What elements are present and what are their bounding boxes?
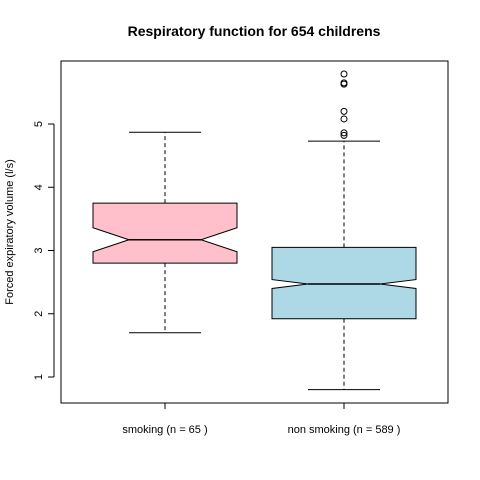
y-tick-label: 1 <box>33 374 45 380</box>
category-label: smoking (n = 65 ) <box>122 424 207 436</box>
outlier-point <box>340 107 348 115</box>
box-group <box>92 131 238 334</box>
outlier-point <box>340 131 348 139</box>
box-group <box>271 70 417 391</box>
outlier-point <box>340 115 348 123</box>
y-axis-label: Forced expiratory volume (l/s) <box>4 159 16 305</box>
y-tick-label: 4 <box>33 184 45 190</box>
category-label: non smoking (n = 589 ) <box>288 424 401 436</box>
notched-box <box>92 202 238 264</box>
plot-frame <box>60 60 449 404</box>
outlier-point <box>340 70 348 78</box>
outlier-point <box>340 129 348 137</box>
outlier-point <box>340 79 348 87</box>
boxes-layer <box>92 70 417 391</box>
y-tick-label: 5 <box>33 121 45 127</box>
notched-box <box>271 246 417 320</box>
y-tick-label: 2 <box>33 311 45 317</box>
x-axis-labels: smoking (n = 65 ) non smoking (n = 589 ) <box>122 403 400 436</box>
y-axis: 1 2 3 4 5 <box>33 121 55 380</box>
chart-title: Respiratory function for 654 childrens <box>128 23 381 39</box>
y-tick-label: 3 <box>33 247 45 253</box>
